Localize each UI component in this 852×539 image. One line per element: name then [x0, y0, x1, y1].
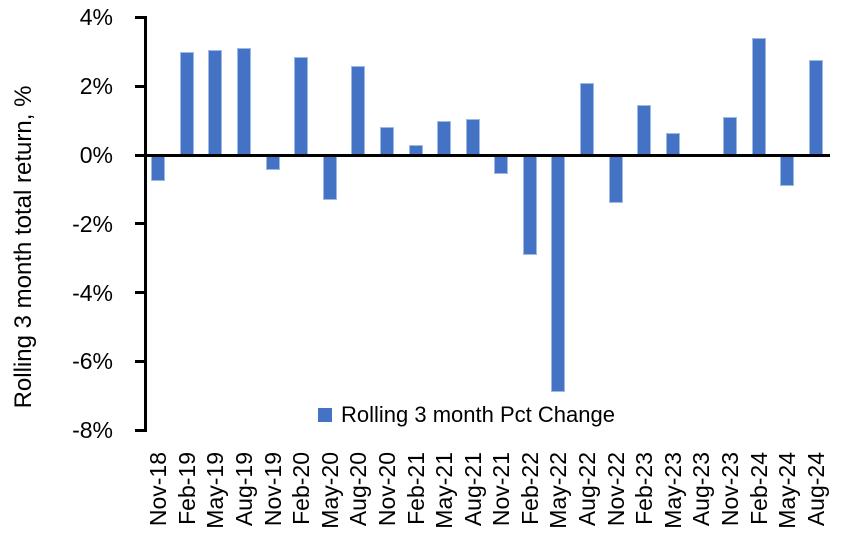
- bar-aug-20: [351, 65, 366, 155]
- bar-feb-19: [179, 51, 194, 155]
- bar-nov-18: [151, 155, 166, 181]
- bar-nov-20: [379, 127, 394, 155]
- x-tick-label: Nov-20: [373, 452, 400, 527]
- y-tick-mark: [135, 359, 144, 363]
- bar-nov-19: [265, 155, 280, 171]
- y-tick-mark: [135, 291, 144, 295]
- x-tick-label: Nov-23: [716, 452, 743, 527]
- bar-feb-22: [522, 155, 537, 255]
- y-tick-mark: [135, 84, 144, 88]
- bar-may-24: [780, 155, 795, 186]
- bar-nov-22: [608, 155, 623, 204]
- x-tick-label: May-20: [316, 452, 343, 529]
- x-tick-label: Aug-23: [687, 452, 714, 527]
- bar-aug-22: [580, 82, 595, 155]
- bar-nov-23: [722, 117, 737, 155]
- bar-aug-21: [465, 118, 480, 155]
- x-tick-label: May-21: [430, 452, 457, 529]
- y-tick-label: -6%: [72, 348, 113, 375]
- zero-baseline: [144, 153, 830, 157]
- x-tick-label: Feb-23: [630, 452, 657, 525]
- bar-may-21: [437, 120, 452, 155]
- y-tick-label: 0%: [79, 142, 113, 168]
- bar-aug-24: [808, 60, 823, 155]
- y-tick-label: -4%: [72, 279, 113, 306]
- x-tick-label: May-23: [659, 452, 686, 529]
- y-tick-label: -2%: [72, 210, 113, 237]
- legend: Rolling 3 month Pct Change: [318, 403, 615, 427]
- x-tick-label: Aug-24: [802, 452, 829, 527]
- x-tick-label: May-22: [544, 452, 571, 529]
- y-tick-label: -8%: [72, 417, 113, 444]
- x-tick-label: Aug-22: [573, 452, 600, 527]
- y-tick-label: 2%: [79, 73, 113, 100]
- y-tick-mark: [135, 15, 144, 19]
- x-tick-label: Feb-24: [745, 452, 772, 525]
- bar-feb-23: [637, 105, 652, 155]
- y-tick-mark: [135, 153, 144, 157]
- x-tick-label: Nov-22: [602, 452, 629, 527]
- y-tick-label: 4%: [79, 4, 113, 31]
- bar-feb-24: [751, 38, 766, 155]
- bar-nov-21: [494, 155, 509, 174]
- legend-label: Rolling 3 month Pct Change: [341, 402, 615, 427]
- x-tick-label: Nov-19: [259, 452, 286, 527]
- x-tick-label: Nov-21: [487, 452, 514, 527]
- bar-feb-20: [294, 56, 309, 155]
- bar-may-20: [322, 155, 337, 200]
- y-axis-line: [144, 15, 147, 432]
- bar-aug-19: [237, 48, 252, 155]
- bar-may-23: [665, 132, 680, 155]
- x-tick-label: Aug-19: [230, 452, 257, 527]
- x-tick-label: Feb-21: [402, 452, 429, 525]
- x-tick-label: Feb-22: [516, 452, 543, 525]
- x-tick-label: Nov-18: [144, 452, 171, 527]
- legend-swatch-icon: [318, 408, 332, 422]
- y-tick-mark: [135, 222, 144, 226]
- x-tick-label: Feb-19: [173, 452, 200, 525]
- x-tick-label: Aug-20: [344, 452, 371, 527]
- x-tick-label: Feb-20: [287, 452, 314, 525]
- x-tick-label: Aug-21: [459, 452, 486, 527]
- bar-may-22: [551, 155, 566, 393]
- bar-may-19: [208, 50, 223, 155]
- x-tick-label: May-24: [773, 452, 800, 529]
- y-tick-mark: [135, 428, 144, 432]
- x-tick-label: May-19: [201, 452, 228, 529]
